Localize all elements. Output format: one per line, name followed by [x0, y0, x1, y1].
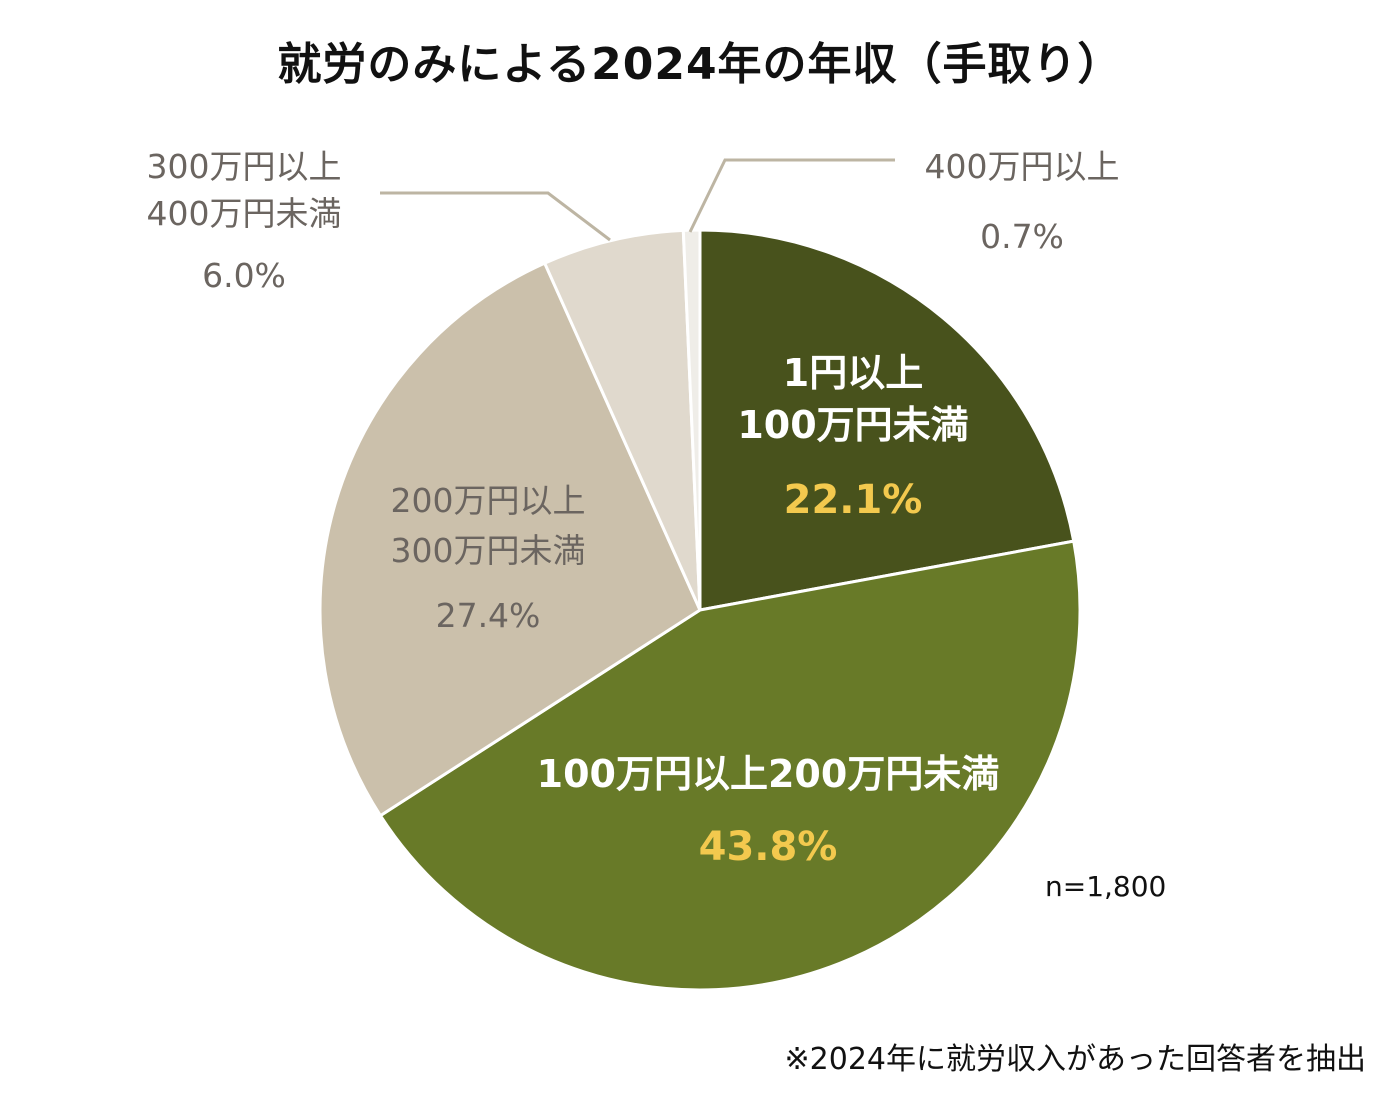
slice-4-label-line-1: 300万円以上 [147, 147, 342, 186]
slice-1-label-line-2: 100万円未満 [737, 403, 968, 447]
slice-3-label-line-1: 200万円以上 [391, 481, 586, 520]
slice-2-label-line-1: 100万円以上200万円未満 [537, 752, 1000, 796]
leader-line-slice-5 [688, 158, 895, 233]
slice-5-label-line-1: 400万円以上 [925, 147, 1120, 186]
slice-5-value-label: 0.7% [980, 217, 1064, 256]
slice-4-value-label: 6.0% [202, 256, 286, 295]
slice-2-value-label: 43.8% [699, 824, 838, 870]
leader-line-slice-4 [380, 191, 611, 242]
pie-slice-1 [698, 228, 1076, 612]
slice-3-label-line-2: 300万円未満 [391, 531, 586, 570]
pie-slice-2 [378, 539, 1082, 992]
pie-slice-4 [542, 228, 702, 611]
chart-title: 就労のみによる2024年の年収（手取り） [277, 39, 1123, 90]
slice-1-value-label: 22.1% [784, 477, 923, 523]
slice-3-value-label: 27.4% [436, 596, 541, 635]
slice-4-label-line-2: 400万円未満 [147, 194, 342, 233]
footnote: ※2024年に就労収入があった回答者を抽出 [784, 1042, 1366, 1077]
sample-size: n=1,800 [1045, 870, 1167, 903]
slice-1-label-line-1: 1円以上 [783, 351, 923, 395]
